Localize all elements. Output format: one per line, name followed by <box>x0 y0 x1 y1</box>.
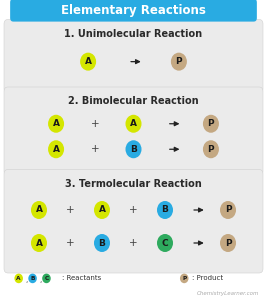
Text: A: A <box>36 238 42 247</box>
Text: A: A <box>130 119 137 128</box>
Circle shape <box>48 140 64 158</box>
Text: 1. Unimolecular Reaction: 1. Unimolecular Reaction <box>64 28 203 39</box>
Circle shape <box>14 274 23 283</box>
Text: A: A <box>36 206 42 214</box>
Text: P: P <box>225 238 231 247</box>
Circle shape <box>157 234 173 252</box>
Text: B: B <box>162 206 168 214</box>
Circle shape <box>125 115 142 133</box>
Circle shape <box>48 115 64 133</box>
Circle shape <box>203 140 219 158</box>
Text: C: C <box>44 276 49 281</box>
Circle shape <box>80 53 96 70</box>
Text: +: + <box>66 238 75 248</box>
Text: : Product: : Product <box>192 275 223 281</box>
FancyBboxPatch shape <box>10 0 257 22</box>
Text: ChemistryLearner.com: ChemistryLearner.com <box>197 290 259 296</box>
Text: B: B <box>99 238 105 247</box>
Text: A: A <box>99 206 105 214</box>
Circle shape <box>94 234 110 252</box>
Text: ,: , <box>26 277 28 283</box>
Text: P: P <box>225 206 231 214</box>
Text: : Reactants: : Reactants <box>62 275 101 281</box>
Text: A: A <box>53 119 60 128</box>
Text: P: P <box>208 145 214 154</box>
Text: +: + <box>66 205 75 215</box>
Text: A: A <box>17 276 21 281</box>
Circle shape <box>125 140 142 158</box>
Text: A: A <box>53 145 60 154</box>
Text: B: B <box>130 145 137 154</box>
Text: B: B <box>30 276 35 281</box>
Circle shape <box>94 201 110 219</box>
Circle shape <box>220 234 236 252</box>
FancyBboxPatch shape <box>4 20 263 93</box>
Text: +: + <box>91 144 99 154</box>
Text: 2. Bimolecular Reaction: 2. Bimolecular Reaction <box>68 96 199 106</box>
Text: +: + <box>129 205 138 215</box>
Circle shape <box>42 274 51 283</box>
Text: Elementary Reactions: Elementary Reactions <box>61 4 206 17</box>
Text: P: P <box>176 57 182 66</box>
FancyBboxPatch shape <box>4 87 263 176</box>
Text: +: + <box>129 238 138 248</box>
Circle shape <box>31 234 47 252</box>
Circle shape <box>31 201 47 219</box>
Text: +: + <box>91 119 99 129</box>
Circle shape <box>157 201 173 219</box>
Circle shape <box>28 274 37 283</box>
Text: ,: , <box>40 277 42 283</box>
Circle shape <box>171 53 187 70</box>
Text: 3. Termolecular Reaction: 3. Termolecular Reaction <box>65 178 202 189</box>
Circle shape <box>180 274 189 283</box>
Text: C: C <box>162 238 168 247</box>
Text: A: A <box>85 57 92 66</box>
Text: P: P <box>208 119 214 128</box>
FancyBboxPatch shape <box>4 169 263 273</box>
Circle shape <box>203 115 219 133</box>
Circle shape <box>220 201 236 219</box>
Text: P: P <box>182 276 186 281</box>
